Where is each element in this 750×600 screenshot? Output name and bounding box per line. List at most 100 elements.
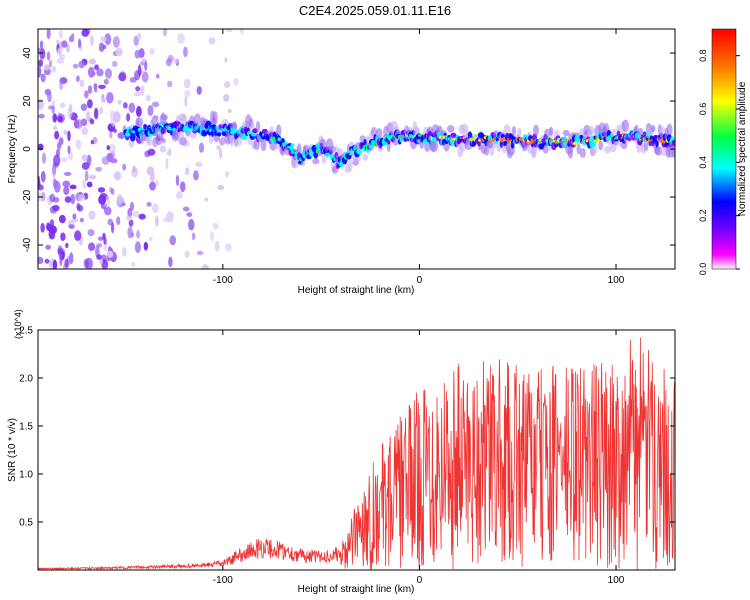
heatmap-cell [443, 140, 450, 152]
heatmap-cell [72, 213, 77, 220]
heatmap-cell [147, 148, 156, 156]
heatmap-cell [88, 242, 96, 252]
heatmap-cell [483, 146, 490, 156]
heatmap-cell [113, 171, 122, 181]
heatmap-cell [184, 250, 190, 258]
heatmap-cell [118, 72, 126, 82]
heatmap-cell [576, 143, 581, 155]
heatmap-cell [80, 103, 88, 112]
heatmap-cell [165, 58, 172, 67]
heatmap-cell [182, 206, 190, 212]
heatmap-cell [82, 179, 87, 189]
colorbar-tick-label: 0.6 [698, 103, 708, 116]
heatmap-cell [511, 126, 517, 137]
heatmap-cell [38, 65, 42, 78]
heatmap-cell [103, 44, 107, 50]
heatmap-cell [189, 132, 197, 139]
heatmap-cell [72, 63, 79, 69]
heatmap-cell [98, 42, 105, 53]
heatmap-cell [45, 244, 52, 250]
heatmap-cell [312, 158, 320, 165]
y-tick-label: 2.0 [19, 374, 33, 385]
heatmap-cell [140, 127, 145, 131]
y-tick-label: 0 [22, 146, 33, 152]
heatmap-cell [196, 250, 204, 256]
heatmap-cell [517, 127, 522, 138]
heatmap-cell [116, 216, 121, 226]
heatmap-cell [78, 60, 85, 69]
heatmap-cell [96, 243, 103, 248]
heatmap-cell [75, 139, 82, 150]
heatmap-cell [90, 34, 94, 47]
heatmap-cell [70, 193, 76, 205]
heatmap-cell [217, 132, 222, 137]
heatmap-cell [187, 128, 191, 131]
x-tick-label: -100 [213, 275, 233, 286]
heatmap-cell [148, 236, 153, 242]
heatmap-cell [141, 58, 146, 63]
heatmap-cell [38, 47, 42, 53]
heatmap-cell [115, 47, 123, 57]
heatmap-cell [67, 106, 73, 119]
heatmap-cell [46, 51, 51, 61]
heatmap-cell [151, 101, 160, 108]
heatmap-cell [134, 49, 141, 59]
heatmap-cell [111, 60, 118, 68]
heatmap-cell [69, 252, 74, 265]
heatmap-cell [507, 140, 510, 143]
heatmap-cell [59, 102, 66, 108]
heatmap-cell [208, 134, 214, 144]
heatmap-cell [127, 226, 133, 239]
heatmap-cell [125, 215, 133, 222]
heatmap-cell [208, 37, 216, 45]
heatmap-cell [92, 136, 98, 144]
colorbar-gradient [711, 28, 737, 270]
heatmap-cell [173, 57, 179, 64]
heatmap-cell [430, 139, 439, 153]
heatmap-cell [56, 39, 60, 44]
heatmap-cell [104, 68, 113, 79]
heatmap-cell [47, 91, 52, 103]
heatmap-cell [110, 188, 115, 195]
heatmap-cell [49, 225, 57, 234]
heatmap-cell [99, 107, 104, 115]
heatmap-cell [225, 29, 233, 33]
heatmap-cell [446, 124, 455, 133]
heatmap-cell [143, 241, 149, 251]
heatmap-cell [54, 130, 60, 140]
heatmap-cell [138, 213, 146, 220]
heatmap-cell [87, 85, 93, 95]
heatmap-cell [110, 117, 116, 127]
spectrogram-y-ticks: -40 -20 0 20 40 [22, 47, 675, 252]
colorbar-tick-label: 0.2 [698, 209, 708, 222]
heatmap-cell [99, 258, 103, 265]
heatmap-cell [108, 143, 117, 155]
heatmap-cell [212, 111, 218, 126]
heatmap-cell [146, 135, 152, 147]
heatmap-cell [131, 261, 136, 268]
colorbar-ticks: 0.0 0.2 0.4 0.6 0.8 [698, 49, 740, 275]
heatmap-cell [51, 66, 57, 73]
heatmap-cell [93, 83, 98, 90]
heatmap-cell [52, 259, 58, 269]
snr-y-ticks: 0.5 1.0 1.5 2.0 2.5 [19, 326, 675, 529]
heatmap-cell [175, 191, 183, 200]
heatmap-cell [128, 102, 136, 114]
heatmap-cell [149, 47, 155, 55]
heatmap-cell [650, 125, 656, 133]
heatmap-cell [357, 149, 362, 156]
heatmap-cell [79, 79, 85, 88]
heatmap-cell [183, 46, 188, 58]
heatmap-cell [179, 181, 186, 193]
heatmap-cell [53, 154, 61, 167]
heatmap-cell [38, 256, 44, 265]
heatmap-cell [97, 187, 106, 193]
heatmap-cell [46, 29, 51, 40]
heatmap-cell [74, 230, 82, 242]
heatmap-cell [38, 113, 45, 119]
spectrogram-x-label: Height of straight line (km) [298, 285, 415, 296]
heatmap-cell [52, 113, 58, 123]
snr-multiplier: (x10^4) [13, 309, 23, 339]
heatmap-cell [149, 181, 156, 191]
y-tick-label: 1.0 [19, 470, 33, 481]
